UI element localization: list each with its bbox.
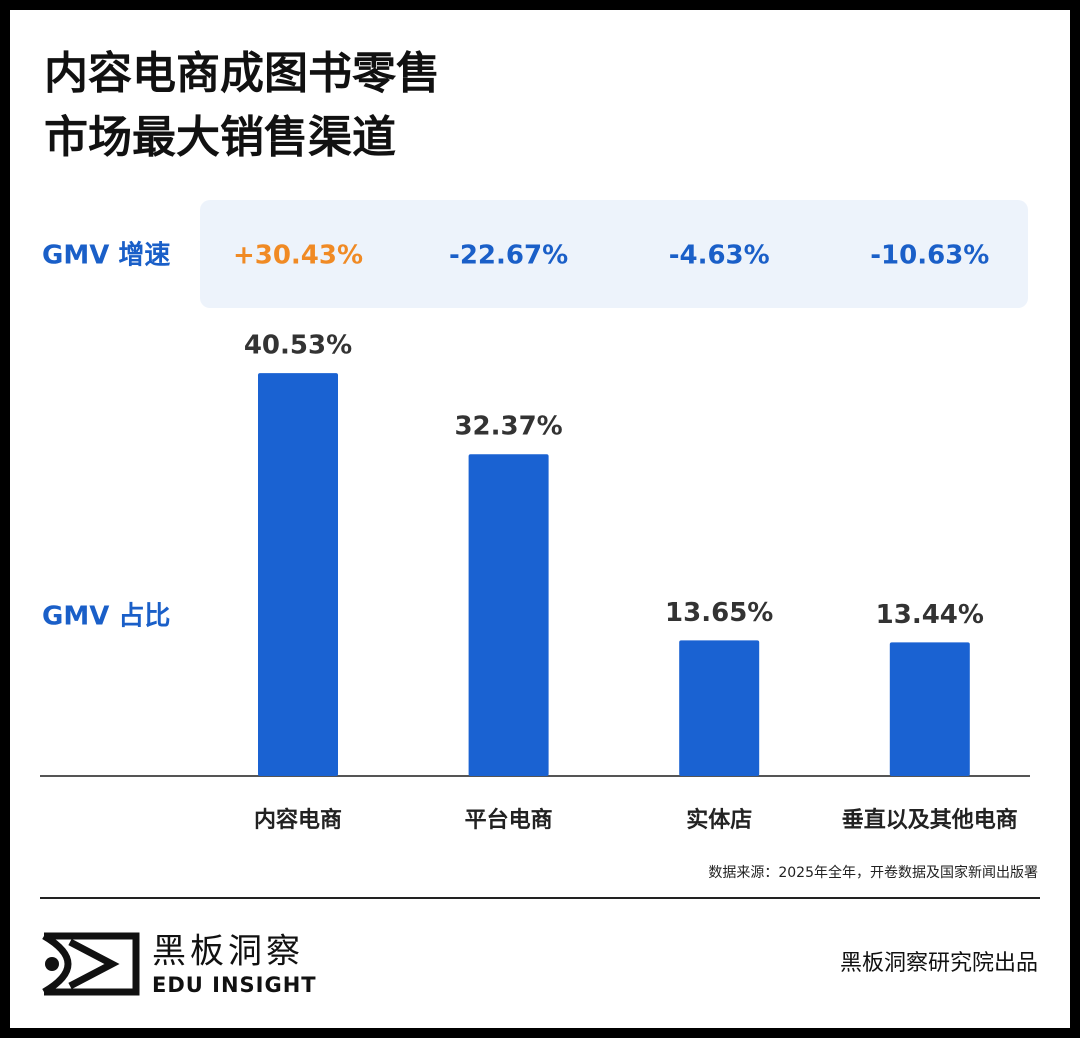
row-label: GMV 增速	[42, 240, 170, 271]
value-label: 40.53%	[244, 331, 352, 361]
bar	[468, 454, 549, 776]
x-tick-label: 平台电商	[465, 807, 553, 833]
logo	[42, 932, 140, 996]
brand-en: EDU INSIGHT	[152, 973, 317, 997]
row-label: GMV 占比	[42, 602, 170, 632]
chart-title: 市场最大销售渠道	[44, 112, 396, 163]
bar	[258, 373, 338, 776]
brand: 黑板洞察	[152, 932, 304, 972]
value-label: 13.44%	[876, 600, 984, 630]
x-tick-label: 垂直以及其他电商	[842, 807, 1018, 833]
growth-panel	[200, 200, 1028, 308]
growth-label: -10.63%	[870, 241, 989, 271]
growth-label: -22.67%	[449, 241, 568, 271]
value-label: 32.37%	[454, 412, 562, 442]
value-label: 13.65%	[665, 598, 773, 628]
growth-label: -4.63%	[669, 241, 770, 271]
x-tick-label: 实体店	[686, 807, 752, 833]
bar	[889, 642, 970, 776]
chart-title: 内容电商成图书零售	[44, 48, 440, 99]
growth-label: +30.43%	[233, 241, 363, 271]
x-tick-label: 内容电商	[254, 807, 342, 833]
credit: 黑板洞察研究院出品	[840, 951, 1038, 976]
bar	[679, 640, 760, 776]
source: 数据来源：2025年全年，开卷数据及国家新闻出版署	[708, 864, 1038, 881]
